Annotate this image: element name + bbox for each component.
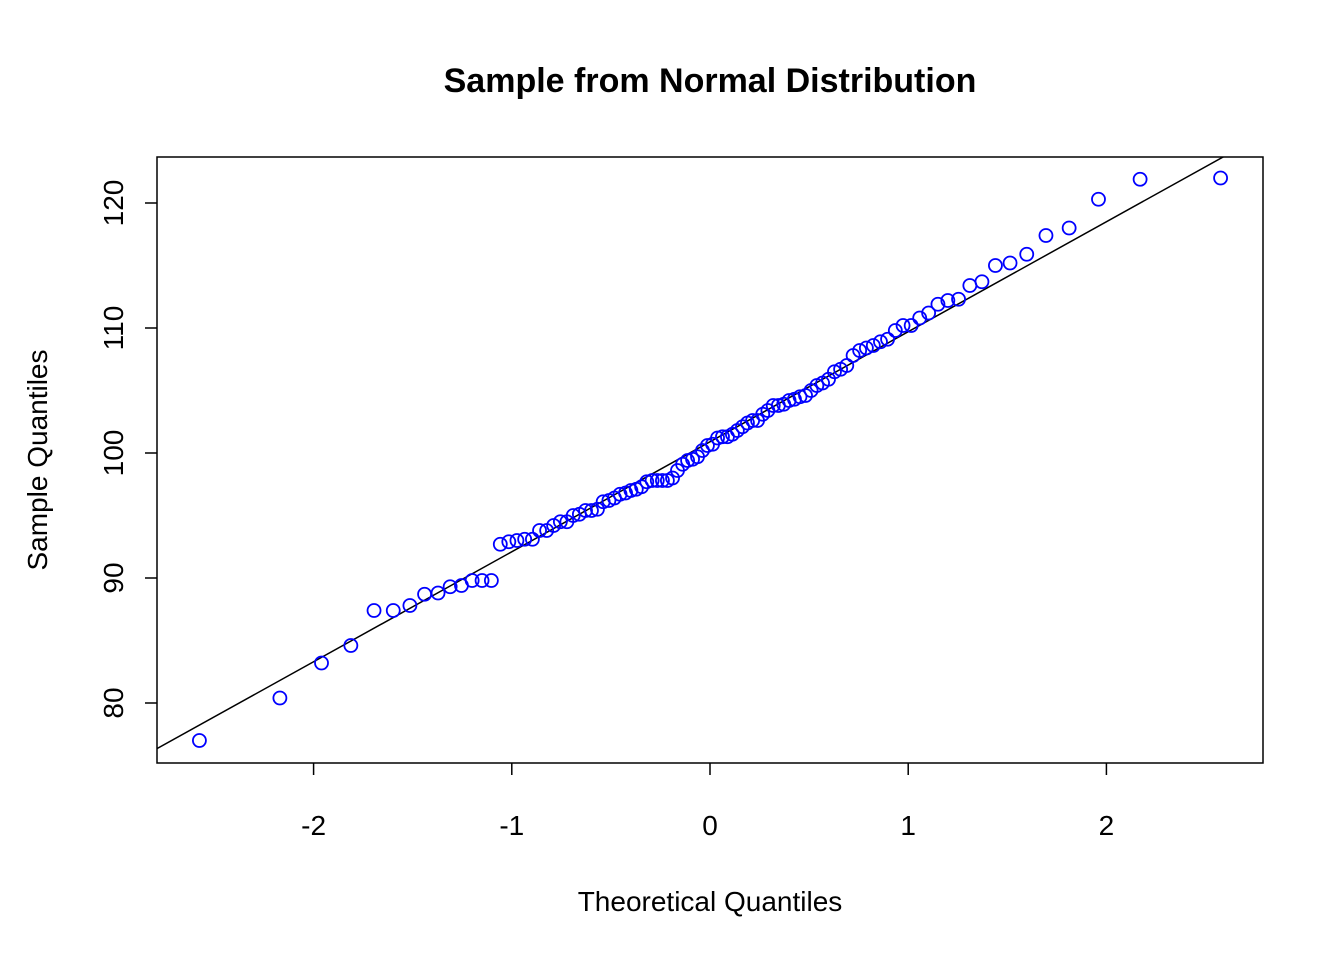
- x-tick-label: -2: [301, 810, 326, 841]
- data-point: [903, 318, 919, 333]
- data-point: [509, 533, 525, 548]
- data-point: [912, 310, 928, 326]
- data-point: [517, 531, 533, 547]
- data-point: [385, 603, 401, 618]
- data-point: [483, 573, 499, 588]
- data-point: [402, 598, 418, 613]
- y-tick-label: 110: [98, 306, 129, 351]
- data-point: [314, 655, 329, 671]
- data-point: [634, 479, 650, 495]
- chart-title: Sample from Normal Distribution: [444, 62, 977, 100]
- data-point: [474, 573, 490, 588]
- data-point: [655, 473, 670, 488]
- data-point: [988, 258, 1003, 273]
- data-point: [880, 331, 895, 347]
- y-tick-label: 120: [98, 180, 129, 227]
- data-point: [417, 586, 432, 602]
- data-point: [464, 573, 480, 588]
- data-point: [1213, 170, 1228, 186]
- plot-frame: [156, 156, 1264, 764]
- data-point: [272, 690, 288, 706]
- data-point: [921, 305, 937, 321]
- y-tick-label: 80: [98, 687, 129, 718]
- data-point: [852, 343, 868, 358]
- data-point: [584, 503, 599, 518]
- y-tick-label: 90: [98, 562, 129, 593]
- data-point: [552, 514, 568, 530]
- data-point: [895, 318, 911, 333]
- data-point: [1091, 191, 1106, 207]
- data-point: [792, 389, 808, 405]
- data-point: [665, 470, 680, 486]
- data-point: [974, 274, 990, 290]
- data-point: [715, 429, 730, 445]
- data-point: [962, 278, 978, 293]
- data-point: [1132, 171, 1148, 187]
- data-point: [525, 531, 540, 547]
- reference-line: [157, 157, 1225, 750]
- data-point: [532, 523, 547, 538]
- data-point: [951, 291, 966, 307]
- data-point: [578, 503, 593, 518]
- x-axis-label: Theoretical Quantiles: [578, 886, 843, 917]
- data-point: [430, 585, 446, 601]
- data-point: [442, 579, 458, 595]
- data-point: [501, 534, 517, 550]
- plot-area: [157, 157, 1228, 750]
- y-axis-label: Sample Quantiles: [22, 349, 53, 570]
- data-point: [644, 473, 660, 488]
- data-point: [765, 398, 781, 413]
- data-point: [1038, 228, 1054, 243]
- x-tick-label: 2: [1099, 810, 1115, 841]
- data-point: [565, 508, 581, 523]
- data-point: [887, 323, 903, 338]
- x-tick-label: 1: [900, 810, 916, 841]
- data-point: [639, 474, 655, 490]
- data-point: [940, 293, 956, 308]
- data-point: [930, 296, 946, 312]
- data-point: [1019, 246, 1035, 262]
- data-point: [1061, 220, 1077, 236]
- data-point: [366, 603, 382, 618]
- data-point: [343, 638, 359, 653]
- data-point: [649, 473, 665, 488]
- data-point: [1002, 255, 1018, 271]
- data-point: [865, 338, 881, 353]
- x-tick-label: -1: [499, 810, 524, 841]
- y-tick-label: 100: [98, 430, 129, 477]
- data-point: [492, 536, 508, 552]
- data-point: [858, 340, 874, 356]
- data-point: [192, 733, 207, 748]
- x-tick-label: 0: [702, 810, 718, 841]
- data-point: [873, 334, 888, 350]
